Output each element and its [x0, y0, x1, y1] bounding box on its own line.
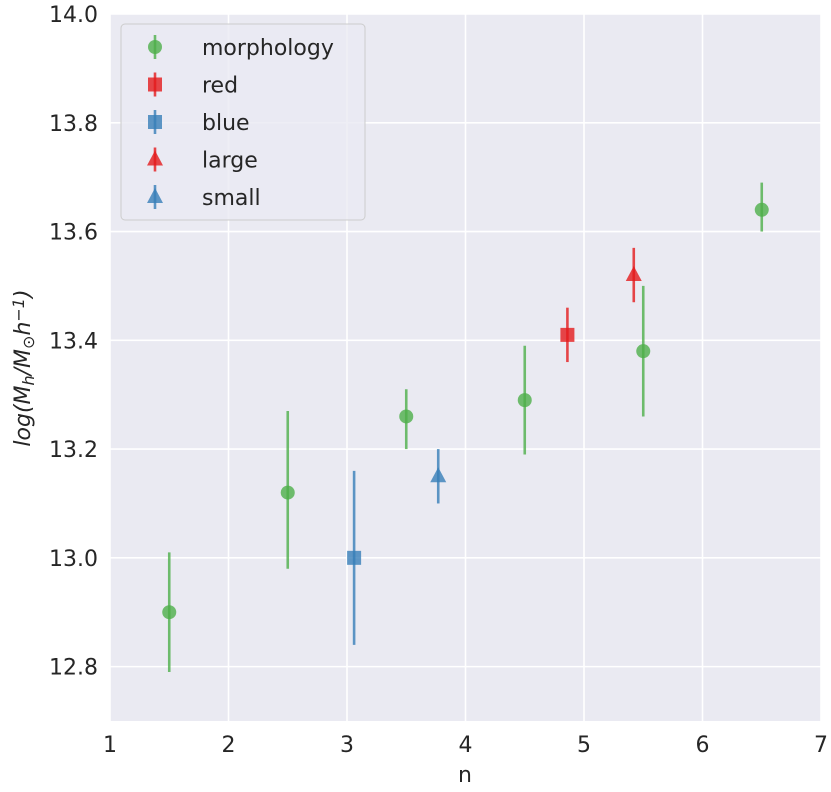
x-tick-label: 2 [222, 733, 236, 758]
legend-item-blue: blue [148, 110, 250, 136]
y-tick-label: 13.4 [49, 329, 98, 354]
y-tick-label: 13.6 [49, 221, 98, 246]
data-point [636, 344, 651, 359]
data-point [517, 393, 532, 408]
legend-label: red [202, 74, 238, 99]
x-tick-label: 4 [459, 733, 473, 758]
x-tick-label: 5 [577, 733, 591, 758]
series-red [560, 307, 575, 363]
y-tick-label: 13.8 [49, 112, 98, 137]
legend-item-small: small [147, 185, 261, 211]
data-point [347, 550, 362, 565]
legend: morphology red blue large small [120, 23, 366, 221]
legend-marker [148, 115, 162, 129]
data-point [625, 266, 642, 282]
legend-marker [148, 77, 162, 92]
x-tick-label: 3 [340, 733, 354, 758]
data-point [430, 467, 447, 483]
data-point [162, 605, 177, 620]
series-morphology [162, 182, 769, 673]
series-blue [347, 470, 362, 645]
y-tick-label: 13.0 [49, 547, 98, 572]
y-tick-labels: 12.8 13.0 13.2 13.4 13.6 13.8 14.0 [49, 3, 98, 681]
x-tick-label: 6 [696, 733, 710, 758]
y-axis-label: log(Mh/M⊙h−1) [9, 289, 38, 446]
series-layer [162, 182, 769, 673]
series-large [625, 247, 642, 303]
legend-marker [147, 188, 163, 203]
series-small [430, 449, 447, 504]
legend-item-large: large [147, 147, 258, 174]
legend-marker [147, 150, 163, 166]
legend-item-morphology: morphology [148, 35, 334, 61]
legend-box [120, 23, 366, 221]
legend-marker [148, 40, 162, 54]
x-tick-label: 1 [103, 733, 117, 758]
legend-item-red: red [148, 72, 238, 99]
x-tick-label: 7 [814, 733, 828, 758]
data-point [399, 409, 414, 424]
legend-label: small [202, 186, 261, 211]
y-tick-label: 14.0 [49, 3, 98, 28]
data-point [560, 327, 575, 342]
y-tick-label: 12.8 [49, 656, 98, 681]
x-axis-label: n [458, 763, 472, 788]
legend-label: morphology [202, 36, 334, 61]
y-tick-label: 13.2 [49, 438, 98, 463]
data-point [280, 485, 295, 500]
legend-label: blue [202, 111, 250, 136]
data-point [754, 202, 769, 217]
x-tick-labels: 1 2 3 4 5 6 7 [103, 733, 828, 758]
legend-label: large [202, 149, 258, 174]
